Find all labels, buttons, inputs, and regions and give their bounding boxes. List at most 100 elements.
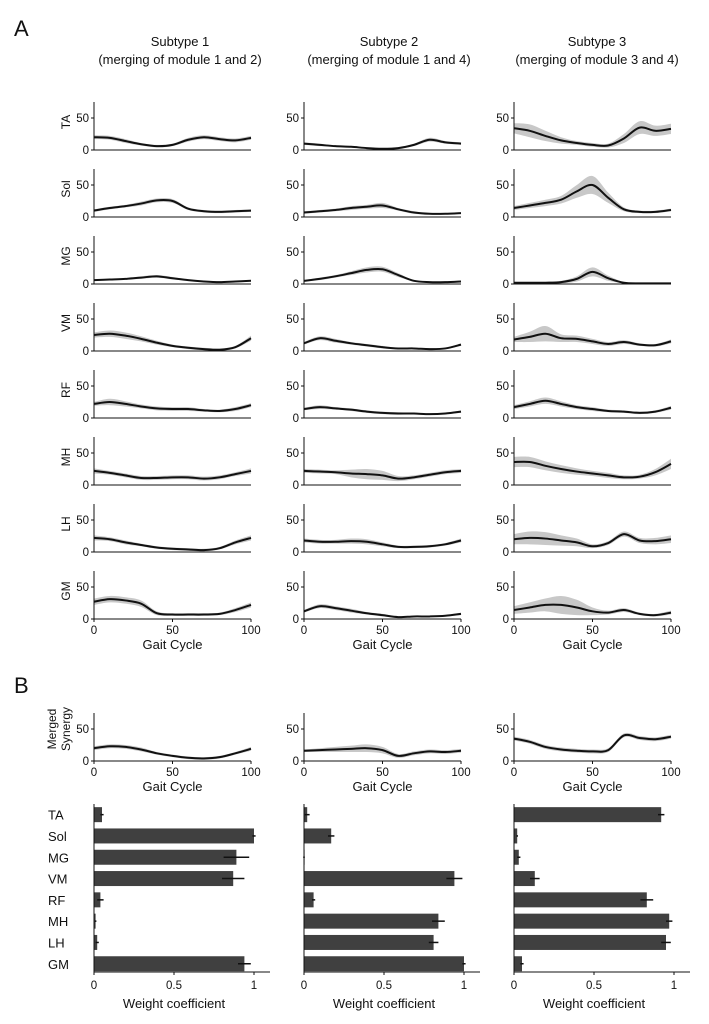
y-tick-label: 0 xyxy=(503,480,509,492)
muscle-label-rf: RF xyxy=(59,382,73,398)
profile-mh-subtype-1: 0 50 xyxy=(76,437,252,492)
panel-b-weights: 0 0.5 1 Weight coefficient 0 0.5 1 Weight coeff… xyxy=(48,804,690,1011)
mean-line xyxy=(93,275,252,284)
y-tick-label: 0 xyxy=(293,145,299,157)
x-tick-label: 50 xyxy=(166,625,179,637)
y-tick-label: 0 xyxy=(293,413,299,425)
x-axis-title: Gait Cycle xyxy=(563,637,623,652)
sd-band xyxy=(514,456,671,480)
merged-label-line-1: Merged xyxy=(45,709,59,750)
bar-vm xyxy=(304,871,455,887)
bar-ta xyxy=(94,807,102,823)
x-axis-title: Gait Cycle xyxy=(563,779,623,794)
y-tick-label: 50 xyxy=(286,381,299,393)
y-tick-label: 0 xyxy=(293,480,299,492)
profile-rf-subtype-3: 0 50 xyxy=(496,370,672,425)
category-label-ta: TA xyxy=(48,808,64,823)
merged-label-line-2: Synergy xyxy=(59,707,73,751)
sd-band xyxy=(304,604,461,618)
bar-gm xyxy=(94,956,245,972)
y-tick-label: 0 xyxy=(503,346,509,358)
y-tick-label: 50 xyxy=(496,180,509,192)
sd-band xyxy=(514,120,671,148)
category-label-mh: MH xyxy=(48,914,68,929)
y-tick-label: 0 xyxy=(83,346,89,358)
y-tick-label: 50 xyxy=(496,448,509,460)
muscle-label-gm: GM xyxy=(59,581,73,600)
x-tick-label: 50 xyxy=(376,625,389,637)
merged-synergy-subtype-2: 0 50 0 50 100 Gait Cycle xyxy=(286,713,471,794)
y-tick-label: 0 xyxy=(83,212,89,224)
muscle-label-mg: MG xyxy=(59,246,73,265)
merged-synergy-subtype-3: 0 50 0 50 100 Gait Cycle xyxy=(496,713,681,794)
category-label-lh: LH xyxy=(48,935,65,950)
bar-vm xyxy=(514,871,535,887)
subtype-1-title: Subtype 1 xyxy=(151,34,210,49)
y-tick-label: 50 xyxy=(286,113,299,125)
bar-gm xyxy=(514,956,522,972)
sd-band xyxy=(514,326,671,347)
bar-sol xyxy=(304,828,332,844)
x-tick-label: 0.5 xyxy=(376,980,392,992)
subtype-3-subtitle: (merging of module 3 and 4) xyxy=(515,52,678,67)
mean-line xyxy=(93,536,252,552)
y-tick-label: 50 xyxy=(286,724,299,736)
y-tick-label: 0 xyxy=(83,279,89,291)
profile-vm-subtype-1: 0 50 xyxy=(76,303,252,358)
profile-mh-subtype-3: 0 50 xyxy=(496,437,672,492)
profile-gm-subtype-1: 0 50 0 50 100 Gait Cycle xyxy=(76,571,261,652)
y-tick-label: 0 xyxy=(503,413,509,425)
y-tick-label: 50 xyxy=(286,582,299,594)
subtype-2-subtitle: (merging of module 1 and 4) xyxy=(307,52,470,67)
profile-gm-subtype-2: 0 50 0 50 100 Gait Cycle xyxy=(286,571,471,652)
mean-line xyxy=(513,183,672,214)
muscle-label-vm: VM xyxy=(59,314,73,332)
mean-line xyxy=(513,460,672,479)
sd-band xyxy=(304,137,461,150)
muscle-label-lh: LH xyxy=(59,516,73,531)
y-tick-label: 50 xyxy=(496,515,509,527)
mean-line xyxy=(303,204,462,215)
y-tick-label: 0 xyxy=(293,756,299,768)
x-tick-label: 100 xyxy=(451,767,470,779)
muscle-label-sol: Sol xyxy=(59,180,73,197)
sd-band xyxy=(514,175,671,214)
profile-rf-subtype-2: 0 50 xyxy=(286,370,462,425)
profile-rf-subtype-1: 0 50 xyxy=(76,370,252,425)
x-tick-label: 0 xyxy=(301,625,307,637)
y-tick-label: 0 xyxy=(83,413,89,425)
y-tick-label: 50 xyxy=(76,180,89,192)
category-label-vm: VM xyxy=(48,872,68,887)
bar-sol xyxy=(514,828,518,844)
subtype-1-subtitle: (merging of module 1 and 2) xyxy=(98,52,261,67)
y-tick-label: 50 xyxy=(496,381,509,393)
y-tick-label: 50 xyxy=(286,180,299,192)
profile-sol-subtype-2: 0 50 xyxy=(286,169,462,224)
y-tick-label: 0 xyxy=(503,547,509,559)
profile-mg-subtype-1: 0 50 xyxy=(76,236,252,291)
profile-vm-subtype-3: 0 50 xyxy=(496,303,672,358)
mean-line xyxy=(303,747,462,757)
x-axis-title: Gait Cycle xyxy=(143,779,203,794)
mean-line xyxy=(513,733,672,753)
bar-vm xyxy=(94,871,234,887)
y-tick-label: 50 xyxy=(76,113,89,125)
x-tick-label: 100 xyxy=(241,767,260,779)
y-tick-label: 50 xyxy=(286,314,299,326)
x-tick-label: 0 xyxy=(91,625,97,637)
y-tick-label: 50 xyxy=(76,314,89,326)
y-tick-label: 0 xyxy=(293,547,299,559)
x-tick-label: 0.5 xyxy=(166,980,182,992)
mean-line xyxy=(303,267,462,284)
y-tick-label: 50 xyxy=(496,582,509,594)
panel-b-merged-synergy: 0 50 0 50 100 Gait Cycle 0 50 0 50 100 Gait Cycle 0 5… xyxy=(45,707,681,794)
x-axis-title: Weight coefficient xyxy=(543,996,646,1011)
y-tick-label: 0 xyxy=(293,614,299,626)
mean-line xyxy=(513,533,672,548)
mean-line xyxy=(93,745,252,760)
y-tick-label: 0 xyxy=(83,614,89,626)
x-axis-title: Gait Cycle xyxy=(143,637,203,652)
panel-label-a: A xyxy=(14,16,29,41)
bar-ta xyxy=(514,807,662,823)
